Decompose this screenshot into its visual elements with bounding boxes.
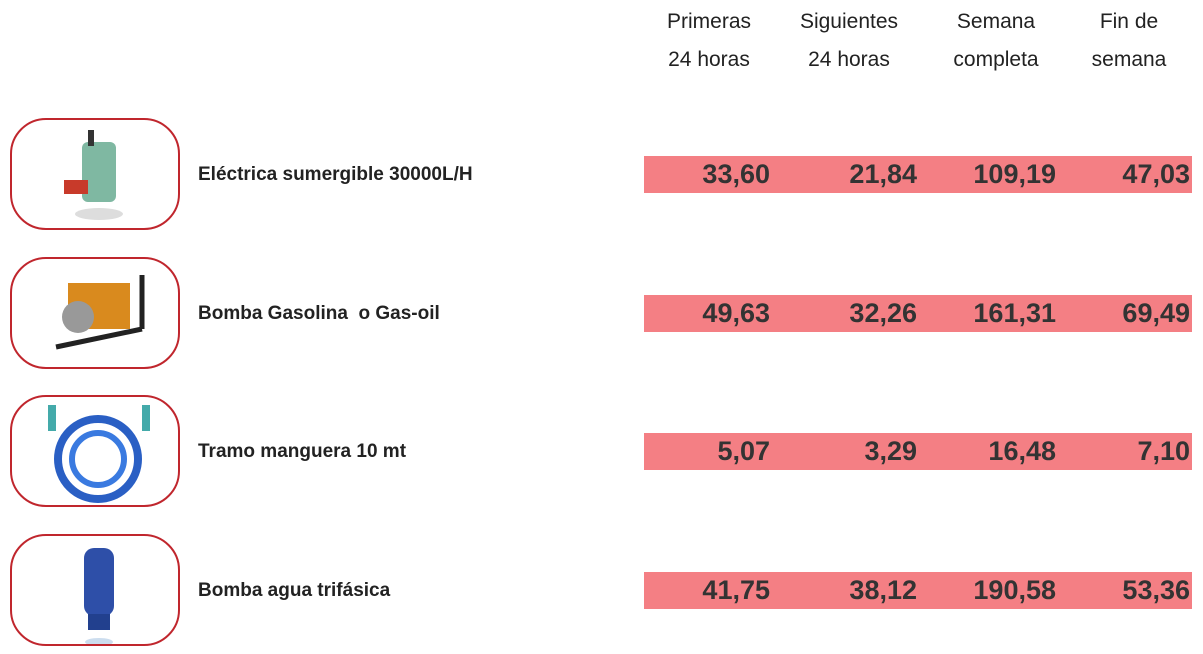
column-header: Siguientes — [799, 10, 899, 33]
column-header: completa — [953, 48, 1039, 71]
product-icon — [48, 405, 150, 503]
price: 190,58 — [973, 574, 1056, 605]
product-name: Eléctrica sumergible 30000L/H — [198, 164, 473, 185]
price-band — [644, 571, 1192, 609]
price: 7,10 — [1137, 436, 1190, 466]
column-header: semana — [1091, 48, 1167, 71]
product-image — [10, 118, 180, 230]
price: 69,49 — [1122, 297, 1190, 328]
product-image — [10, 533, 180, 646]
column-header: Primeras — [666, 10, 751, 33]
price: 49,63 — [702, 297, 770, 328]
product-name: Tramo manguera 10 mt — [198, 441, 407, 462]
price-band — [644, 433, 1192, 470]
product-name: Bomba Gasolina o Gas-oil — [198, 302, 440, 324]
product-icon — [84, 547, 114, 644]
table-row: Tramo manguera 10 mt 5,07 3,29 16,48 7,10 — [0, 395, 1203, 515]
product-icon — [64, 130, 123, 220]
product-icon — [55, 274, 145, 349]
price-band — [644, 156, 1192, 193]
price-band — [644, 294, 1192, 332]
price: 109,19 — [973, 159, 1056, 189]
column-header: Semana — [956, 10, 1036, 33]
price: 33,60 — [702, 159, 770, 189]
column-header: 24 horas — [668, 48, 750, 71]
price: 38,12 — [849, 574, 917, 605]
price: 41,75 — [702, 574, 770, 605]
product-name: Bomba agua trifásica — [198, 579, 391, 601]
table-row: Eléctrica sumergible 30000L/H 33,60 21,84 1… — [0, 118, 1203, 238]
column-header: 24 horas — [808, 48, 890, 71]
price: 53,36 — [1122, 574, 1190, 605]
product-image — [10, 256, 180, 369]
product-image — [10, 395, 180, 507]
table-row: Bomba agua trifásica 41,75 38,12 190,58 53,3… — [0, 533, 1203, 654]
table-row: Bomba Gasolina o Gas-oil 49,63 32,26 161,31… — [0, 256, 1203, 377]
price: 21,84 — [849, 159, 917, 189]
price: 3,29 — [864, 436, 917, 466]
price: 5,07 — [717, 436, 770, 466]
price: 16,48 — [988, 436, 1056, 466]
column-header: Fin de — [1099, 10, 1159, 33]
price: 161,31 — [973, 297, 1056, 328]
price: 47,03 — [1122, 159, 1190, 189]
price: 32,26 — [849, 297, 917, 328]
